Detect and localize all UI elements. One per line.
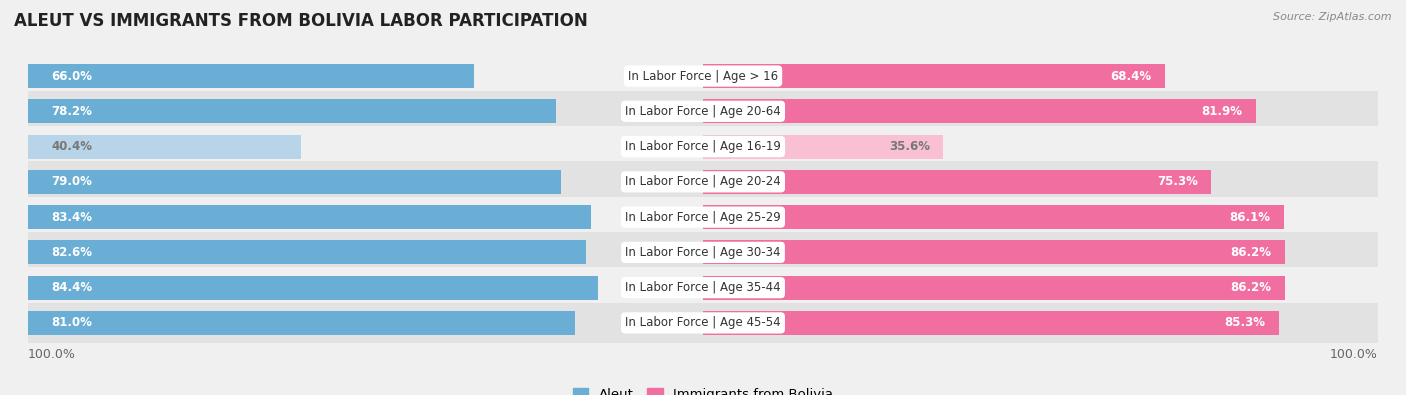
Text: 35.6%: 35.6% <box>889 140 929 153</box>
Bar <box>703 99 1256 123</box>
Text: 84.4%: 84.4% <box>52 281 93 294</box>
Bar <box>0 56 1406 96</box>
Text: 100.0%: 100.0% <box>28 348 76 361</box>
Bar <box>703 311 1278 335</box>
Text: In Labor Force | Age 20-24: In Labor Force | Age 20-24 <box>626 175 780 188</box>
Bar <box>28 241 585 264</box>
Bar <box>703 64 1164 88</box>
Bar <box>0 197 1406 237</box>
Text: 78.2%: 78.2% <box>52 105 93 118</box>
Text: 100.0%: 100.0% <box>1330 348 1378 361</box>
Text: In Labor Force | Age 16-19: In Labor Force | Age 16-19 <box>626 140 780 153</box>
Bar <box>0 91 1406 132</box>
Text: In Labor Force | Age 30-34: In Labor Force | Age 30-34 <box>626 246 780 259</box>
Bar <box>28 276 598 300</box>
Text: 86.2%: 86.2% <box>1230 246 1271 259</box>
Text: 86.2%: 86.2% <box>1230 281 1271 294</box>
Bar <box>28 205 591 229</box>
Legend: Aleut, Immigrants from Bolivia: Aleut, Immigrants from Bolivia <box>567 383 839 395</box>
Bar <box>28 99 555 123</box>
Bar <box>703 276 1285 300</box>
Text: ALEUT VS IMMIGRANTS FROM BOLIVIA LABOR PARTICIPATION: ALEUT VS IMMIGRANTS FROM BOLIVIA LABOR P… <box>14 12 588 30</box>
Text: 75.3%: 75.3% <box>1157 175 1198 188</box>
Bar <box>0 232 1406 273</box>
Text: In Labor Force | Age > 16: In Labor Force | Age > 16 <box>628 70 778 83</box>
Bar <box>703 135 943 158</box>
Bar <box>703 170 1211 194</box>
Bar <box>28 311 575 335</box>
Bar <box>703 205 1284 229</box>
Bar <box>0 267 1406 308</box>
Bar <box>703 241 1285 264</box>
Bar <box>0 162 1406 202</box>
Text: In Labor Force | Age 35-44: In Labor Force | Age 35-44 <box>626 281 780 294</box>
Text: In Labor Force | Age 45-54: In Labor Force | Age 45-54 <box>626 316 780 329</box>
Bar <box>0 303 1406 343</box>
Bar <box>0 126 1406 167</box>
Text: 68.4%: 68.4% <box>1109 70 1152 83</box>
Text: Source: ZipAtlas.com: Source: ZipAtlas.com <box>1274 12 1392 22</box>
Text: 79.0%: 79.0% <box>52 175 93 188</box>
Text: 82.6%: 82.6% <box>52 246 93 259</box>
Bar <box>28 170 561 194</box>
Bar <box>28 64 474 88</box>
Text: In Labor Force | Age 25-29: In Labor Force | Age 25-29 <box>626 211 780 224</box>
Text: In Labor Force | Age 20-64: In Labor Force | Age 20-64 <box>626 105 780 118</box>
Text: 81.9%: 81.9% <box>1201 105 1243 118</box>
Bar <box>28 135 301 158</box>
Text: 81.0%: 81.0% <box>52 316 93 329</box>
Text: 83.4%: 83.4% <box>52 211 93 224</box>
Text: 86.1%: 86.1% <box>1230 211 1271 224</box>
Text: 85.3%: 85.3% <box>1225 316 1265 329</box>
Text: 66.0%: 66.0% <box>52 70 93 83</box>
Text: 40.4%: 40.4% <box>52 140 93 153</box>
